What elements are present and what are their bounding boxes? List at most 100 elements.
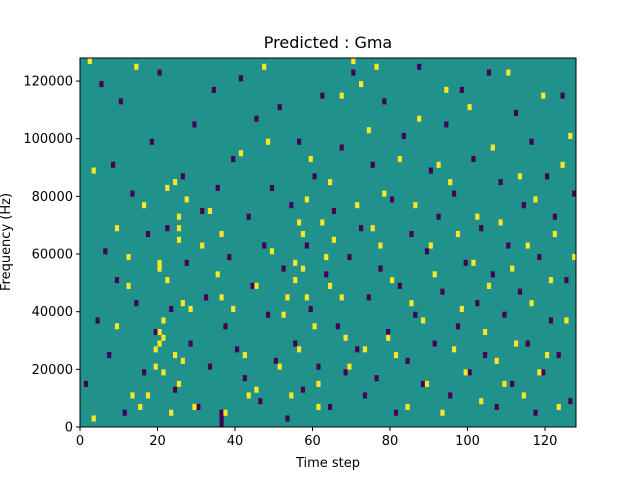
heatmap-cell-low (215, 184, 220, 191)
heatmap-cell-high (502, 380, 507, 387)
heatmap-cell-low (331, 207, 337, 214)
heatmap-cell-low (347, 254, 352, 261)
heatmap-cell-low (304, 242, 309, 249)
y-axis: 0 20000 40000 60000 80000 100000 120000 (23, 75, 80, 436)
heatmap-cell-high (145, 392, 151, 399)
heatmap-cell-low (548, 317, 554, 324)
heatmap-cell-high (91, 415, 96, 422)
heatmap-cell-low (506, 242, 511, 249)
heatmap-cell-low (145, 230, 151, 238)
heatmap-cell-high (165, 184, 170, 191)
heatmap-cell-high (87, 58, 92, 65)
heatmap-cell-high (173, 352, 178, 359)
x-axis-label: Time step (295, 456, 360, 471)
heatmap-cell-high (304, 196, 309, 203)
heatmap-cell-low (541, 369, 546, 376)
heatmap-cell-low (452, 190, 457, 197)
heatmap-cell-high (176, 225, 182, 232)
heatmap-cell-low (99, 81, 104, 88)
heatmap-cell-high (552, 230, 557, 238)
heatmap-cell-high (246, 392, 251, 399)
heatmap-cell-low (103, 248, 108, 255)
heatmap-cell-low (312, 173, 317, 180)
heatmap-cell-high (347, 363, 352, 370)
heatmap-cell-high (351, 58, 356, 65)
heatmap-cell-low (382, 98, 387, 105)
heatmap-cell-low (486, 69, 492, 76)
y-axis-label: Frequency (Hz) (0, 193, 14, 291)
heatmap-cell-high (343, 334, 348, 341)
heatmap-cell-high (188, 305, 193, 312)
heatmap-cell-high (421, 317, 426, 324)
heatmap-cell-high (173, 179, 178, 186)
heatmap-cell-high (223, 409, 228, 416)
heatmap-cell-high (463, 369, 468, 376)
heatmap-cell-high (517, 173, 523, 180)
heatmap-cell-low (351, 69, 356, 76)
heatmap-cell-high (444, 86, 449, 93)
heatmap-cell-low (316, 363, 321, 370)
heatmap-cell-low (231, 156, 236, 163)
heatmap-cell-high (161, 317, 166, 324)
heatmap-cell-low (200, 207, 205, 214)
heatmap-cell-high (320, 219, 325, 226)
heatmap-cell-high (157, 259, 162, 266)
heatmap-cell-high (568, 132, 573, 140)
heatmap-cell-low (300, 386, 306, 393)
heatmap-cell-low (514, 109, 519, 116)
heatmap-cell-low (196, 403, 201, 411)
heatmap-cell-low (246, 213, 251, 220)
heatmap-cell-low (467, 369, 472, 376)
heatmap-cell-low (405, 357, 410, 364)
heatmap-cell-high (157, 340, 162, 347)
x-tick-label: 20 (149, 434, 166, 449)
heatmap-cell-low (335, 323, 340, 330)
heatmap-cell-low (266, 311, 271, 318)
heatmap-cell-high (428, 242, 433, 249)
y-tick-label: 0 (65, 421, 73, 436)
heatmap-cell-low (510, 380, 515, 387)
heatmap-cell-high (541, 92, 546, 99)
heatmap-cell-high (176, 213, 182, 220)
heatmap-cell-low (204, 294, 209, 301)
heatmap-cell-high (215, 271, 220, 278)
heatmap-cell-high (180, 300, 185, 307)
heatmap-cell-high (467, 104, 472, 111)
heatmap-cell-high (436, 161, 441, 168)
heatmap-cell-low (180, 173, 185, 180)
heatmap-cell-low (409, 230, 414, 238)
heatmap-cell-low (308, 305, 313, 312)
heatmap-cell-low (343, 369, 348, 376)
heatmap-cell-high (180, 357, 185, 364)
heatmap-cell-low (568, 398, 573, 405)
y-tick-label: 100000 (23, 132, 73, 147)
heatmap-cell-low (277, 104, 282, 111)
heatmap-cell-high (192, 403, 197, 411)
heatmap-cell-high (378, 242, 383, 249)
heatmap-cell-low (219, 409, 224, 416)
heatmap-cell-low (262, 242, 267, 249)
heatmap-cell-low (169, 305, 174, 312)
heatmap-cell-high (413, 202, 418, 209)
heatmap-cell-low (436, 213, 441, 220)
heatmap-cell-high (455, 230, 461, 238)
heatmap-cell-low (219, 421, 224, 428)
heatmap-cell-low (390, 196, 395, 203)
heatmap-cell-high (200, 242, 205, 249)
heatmap-cell-high (300, 230, 306, 238)
heatmap-cell-high (424, 380, 430, 387)
heatmap-cell-low (339, 144, 344, 151)
heatmap-cell-low (545, 173, 550, 180)
heatmap-cell-low (297, 138, 302, 145)
heatmap-cell-high (331, 236, 337, 243)
heatmap-cell-high (285, 294, 290, 301)
heatmap-cell-high (138, 403, 143, 411)
heatmap-cell-low (355, 346, 360, 353)
heatmap-cell-high (486, 282, 492, 289)
heatmap-cell-high (506, 69, 511, 76)
heatmap-cell-high (324, 254, 329, 261)
heatmap-cell-low (440, 288, 445, 295)
heatmap-cell-low (444, 121, 449, 128)
heatmap-cell-low (242, 375, 247, 382)
heatmap-cell-low (413, 311, 418, 318)
